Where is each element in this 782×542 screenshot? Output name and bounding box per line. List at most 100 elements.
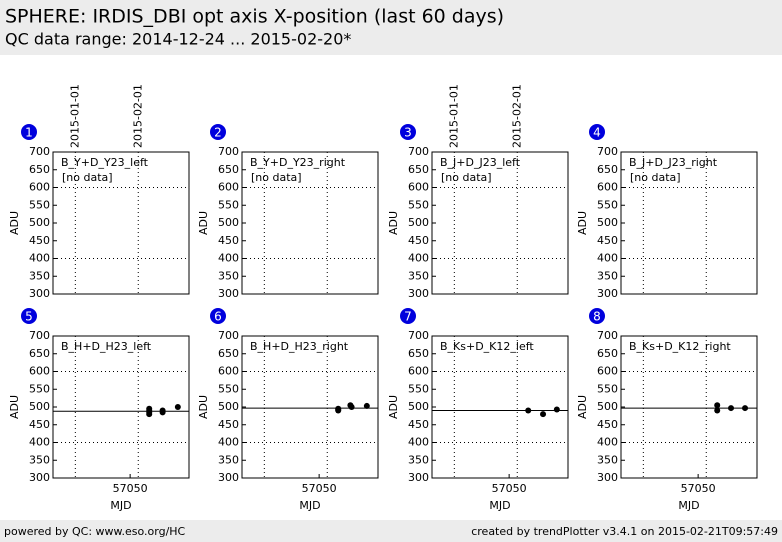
y-tick-label: 450 [597, 418, 618, 431]
y-tick-label: 650 [218, 347, 239, 360]
plot-frame [620, 335, 758, 479]
panel-number: 7 [404, 310, 412, 324]
y-tick-label: 700 [29, 329, 50, 342]
page-subtitle: QC data range: 2014-12-24 ... 2015-02-20… [5, 30, 351, 49]
date-label: 2015-02-01 [510, 84, 523, 148]
data-point [714, 402, 721, 409]
y-tick-label: 350 [218, 269, 239, 282]
data-point [540, 411, 547, 418]
y-tick-label: 550 [408, 382, 429, 395]
date-label: 2015-02-01 [131, 84, 144, 148]
no-data-note: [no data] [630, 171, 681, 184]
y-tick-label: 400 [218, 252, 239, 265]
y-tick-label: 450 [218, 234, 239, 247]
y-tick-label: 700 [597, 329, 618, 342]
panel-title: B_Y+D_Y23_right [250, 156, 346, 169]
y-tick-label: 300 [408, 471, 429, 484]
x-axis-label: MJD [489, 499, 510, 512]
date-label: 2015-01-01 [447, 84, 460, 148]
data-point [146, 411, 153, 418]
y-tick-label: 600 [29, 181, 50, 194]
footer-left: powered by QC: www.eso.org/HC [4, 525, 186, 538]
panel-title: B_H+D_H23_right [250, 340, 349, 353]
panel-badge [21, 124, 37, 140]
panel-badge [400, 124, 416, 140]
y-tick-label: 650 [597, 163, 618, 176]
y-tick-label: 450 [597, 234, 618, 247]
panel-number: 3 [404, 126, 412, 140]
y-tick-label: 400 [29, 252, 50, 265]
y-tick-label: 700 [408, 329, 429, 342]
panel-number: 1 [25, 126, 33, 140]
date-label: 2015-01-01 [68, 84, 81, 148]
y-tick-label: 450 [29, 418, 50, 431]
y-tick-label: 550 [408, 198, 429, 211]
no-data-note: [no data] [441, 171, 492, 184]
y-tick-label: 600 [218, 365, 239, 378]
y-tick-label: 500 [408, 400, 429, 413]
y-tick-label: 650 [597, 347, 618, 360]
y-tick-label: 650 [29, 347, 50, 360]
y-tick-label: 350 [29, 453, 50, 466]
panel-number: 5 [25, 310, 33, 324]
data-point [728, 405, 735, 412]
x-tick-label: 57050 [681, 482, 716, 495]
y-tick-label: 500 [597, 400, 618, 413]
panel-title: B_Y+D_Y23_left [61, 156, 149, 169]
y-tick-label: 600 [408, 181, 429, 194]
panel-badge [400, 308, 416, 324]
plot-frame [52, 335, 190, 479]
y-tick-label: 350 [218, 453, 239, 466]
y-axis-label: ADU [387, 211, 400, 235]
data-point [363, 402, 370, 409]
y-tick-label: 350 [29, 269, 50, 282]
y-tick-label: 400 [408, 252, 429, 265]
data-point [553, 406, 560, 413]
y-tick-label: 500 [597, 216, 618, 229]
y-tick-label: 500 [218, 216, 239, 229]
x-tick-label: 57050 [492, 482, 527, 495]
plot-frame [620, 151, 758, 295]
y-axis-label: ADU [197, 395, 210, 419]
panel-title: B_Ks+D_K12_left [440, 340, 534, 353]
panel-title: B_J+D_J23_right [629, 156, 718, 169]
y-axis-label: ADU [576, 211, 589, 235]
y-axis-label: ADU [197, 211, 210, 235]
data-point [348, 404, 355, 410]
footer-band [0, 520, 782, 542]
y-tick-label: 650 [218, 163, 239, 176]
y-tick-label: 600 [29, 365, 50, 378]
panel-badge [589, 308, 605, 324]
y-tick-label: 500 [218, 400, 239, 413]
y-tick-label: 500 [408, 216, 429, 229]
plot-frame [241, 151, 379, 295]
y-tick-label: 550 [29, 382, 50, 395]
plot-frame [431, 335, 569, 479]
x-tick-label: 57050 [302, 482, 337, 495]
y-tick-label: 450 [218, 418, 239, 431]
y-tick-label: 400 [597, 436, 618, 449]
y-tick-label: 350 [597, 269, 618, 282]
panel-badge [210, 308, 226, 324]
y-tick-label: 500 [29, 216, 50, 229]
y-tick-label: 450 [408, 234, 429, 247]
y-tick-label: 300 [597, 287, 618, 300]
y-tick-label: 700 [218, 145, 239, 158]
no-data-note: [no data] [251, 171, 302, 184]
data-point [335, 407, 342, 414]
data-point [525, 407, 532, 414]
x-tick-label: 57050 [113, 482, 148, 495]
x-axis-label: MJD [299, 499, 320, 512]
y-tick-label: 500 [29, 400, 50, 413]
y-tick-label: 600 [597, 365, 618, 378]
data-point [174, 404, 181, 410]
panel-number: 4 [593, 126, 601, 140]
y-tick-label: 650 [29, 163, 50, 176]
y-tick-label: 300 [29, 287, 50, 300]
panel-number: 6 [214, 310, 222, 324]
x-axis-label: MJD [678, 499, 699, 512]
y-tick-label: 400 [218, 436, 239, 449]
x-axis-label: MJD [110, 499, 131, 512]
y-tick-label: 600 [218, 181, 239, 194]
